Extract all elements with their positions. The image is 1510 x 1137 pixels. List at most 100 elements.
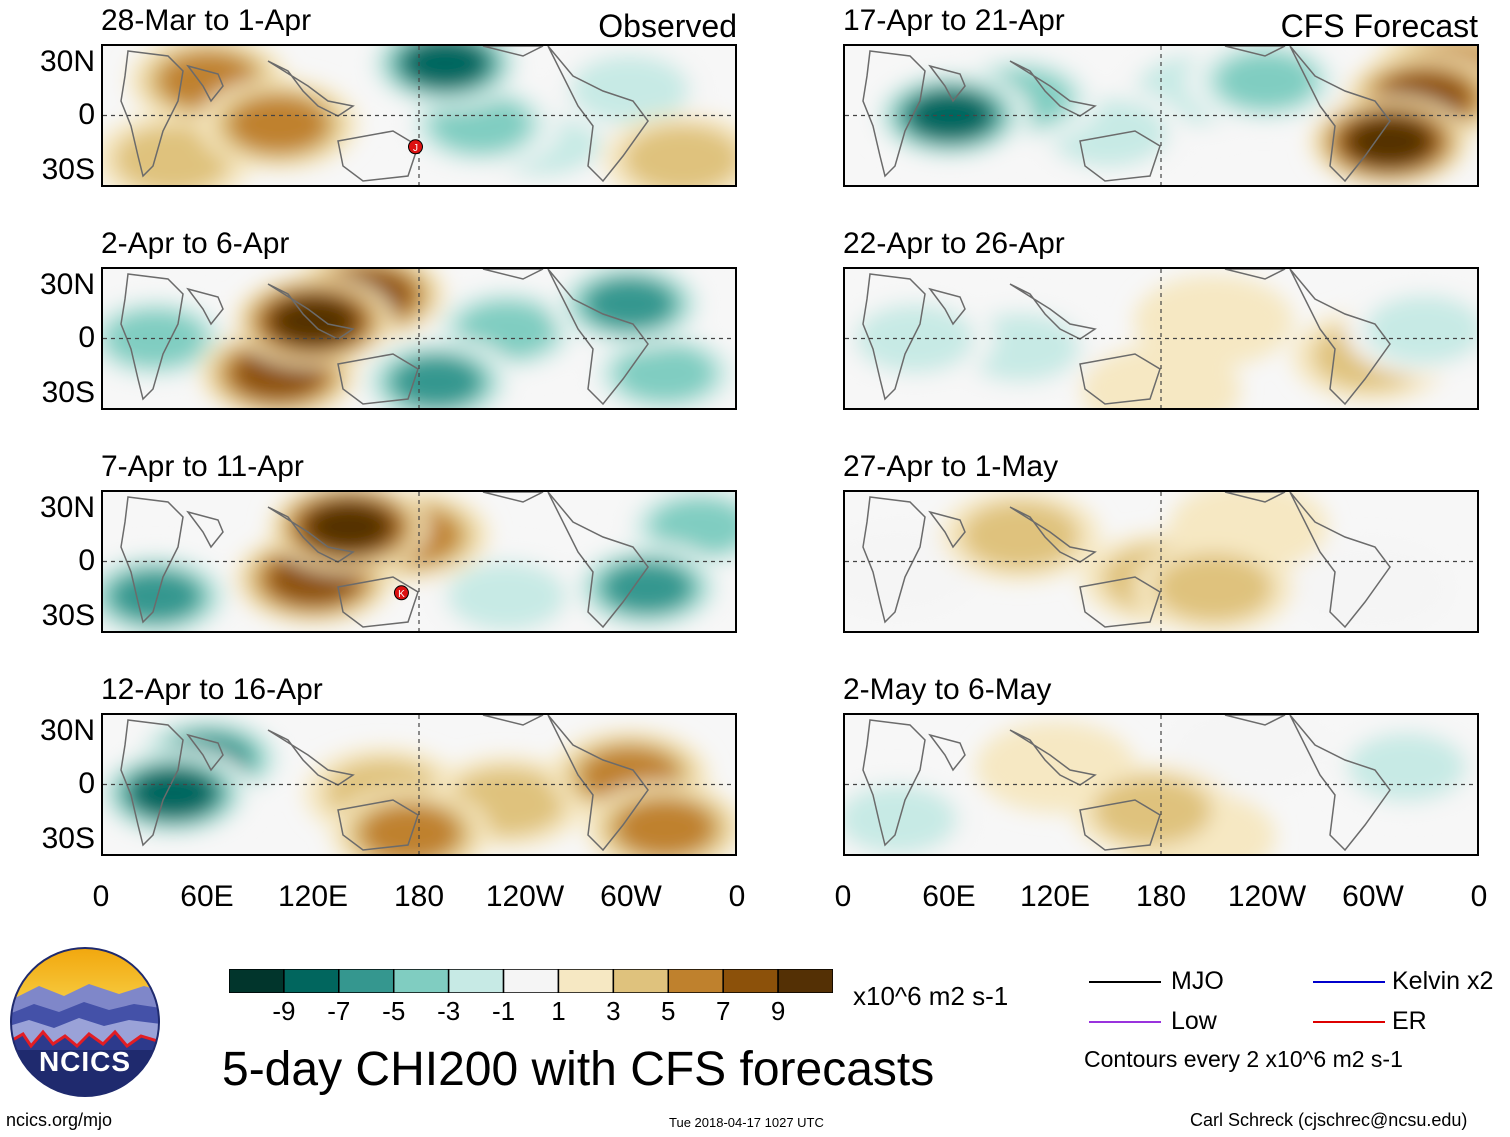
coastline-outline bbox=[1224, 715, 1286, 726]
anomaly-blob bbox=[110, 570, 201, 623]
anomaly-blob bbox=[114, 124, 233, 185]
contour-note: Contours every 2 x10^6 m2 s-1 bbox=[1084, 1046, 1403, 1072]
lat-tick-label: 30N bbox=[39, 45, 95, 78]
colorbar-tick-label: 9 bbox=[770, 996, 786, 1026]
map-panel: K bbox=[101, 490, 737, 633]
map-panel: J bbox=[101, 44, 737, 187]
map-panel bbox=[843, 713, 1479, 856]
colorbar-segment bbox=[502, 968, 560, 994]
panel-period-title: 12-Apr to 16-Apr bbox=[101, 673, 323, 706]
lon-tick-label: 120E bbox=[1019, 880, 1091, 913]
colorbar-segment bbox=[392, 968, 450, 994]
coastline-outline bbox=[928, 64, 966, 103]
storm-marker bbox=[393, 585, 409, 601]
lon-tick-label: 120W bbox=[1227, 880, 1307, 913]
coastline-outline bbox=[120, 496, 184, 624]
lat-tick-label: 30S bbox=[41, 153, 95, 186]
anomaly-field: J bbox=[103, 46, 735, 185]
map-panel bbox=[843, 267, 1479, 410]
lat-tick-label: 0 bbox=[78, 544, 95, 577]
footer-url: ncics.org/mjo bbox=[6, 1110, 113, 1130]
anomaly-blob bbox=[584, 277, 675, 330]
anomaly-blob bbox=[306, 502, 391, 551]
anomaly-field: K bbox=[103, 492, 735, 631]
coastline-outline bbox=[337, 799, 419, 851]
anomaly-blob bbox=[391, 355, 482, 408]
main-title: 5-day CHI200 with CFS forecasts bbox=[222, 1043, 935, 1096]
coastline-outline bbox=[1289, 715, 1391, 852]
colorbar-tick-label: 1 bbox=[551, 996, 566, 1026]
coastline-outline bbox=[186, 733, 224, 772]
lon-tick-label: 60W bbox=[1342, 880, 1404, 913]
anomaly-blob bbox=[1216, 51, 1317, 110]
coastline-outline bbox=[547, 46, 649, 183]
lon-tick-label: 0 bbox=[1470, 880, 1488, 913]
anomaly-blob bbox=[856, 304, 975, 373]
legend-line-kelvin bbox=[1313, 981, 1385, 983]
anomaly-field bbox=[103, 269, 735, 408]
colorbar-segment bbox=[283, 968, 340, 994]
ncics-logo: NCICS bbox=[9, 946, 161, 1098]
legend-label-mjo: MJO bbox=[1171, 967, 1224, 995]
colorbar-segment bbox=[447, 968, 505, 994]
coastline-outline bbox=[1079, 130, 1161, 182]
coastline-outline bbox=[547, 269, 649, 406]
coastline-outline bbox=[1079, 353, 1161, 405]
legend-label-low: Low bbox=[1171, 1007, 1217, 1035]
coastline-outline bbox=[547, 715, 649, 852]
coastline-outline bbox=[337, 130, 419, 182]
lat-tick-label: 30S bbox=[41, 822, 95, 855]
lat-tick-label: 30N bbox=[39, 268, 95, 301]
coastline-outline bbox=[120, 719, 184, 847]
lon-tick-label: 120E bbox=[277, 880, 349, 913]
colorbar-segment bbox=[228, 968, 285, 994]
legend-line-er bbox=[1313, 1021, 1385, 1023]
coastline-outline bbox=[1224, 46, 1286, 57]
map-panel bbox=[843, 44, 1479, 187]
coastline-outline bbox=[928, 287, 966, 326]
coastline-outline bbox=[1079, 799, 1161, 851]
coastline-outline bbox=[862, 273, 926, 401]
anomaly-blob bbox=[403, 46, 488, 88]
anomaly-blob bbox=[1133, 275, 1294, 368]
lon-tick-label: 60E bbox=[180, 880, 234, 913]
anomaly-blob bbox=[614, 344, 715, 403]
lat-tick-label: 0 bbox=[78, 767, 95, 800]
panel-period-title: 17-Apr to 21-Apr bbox=[843, 4, 1065, 37]
coastline-outline bbox=[186, 510, 224, 549]
coastline-outline bbox=[928, 510, 966, 549]
coastline-outline bbox=[1224, 269, 1286, 280]
anomaly-blob bbox=[1291, 541, 1452, 631]
anomaly-blob bbox=[447, 562, 566, 631]
lat-tick-label: 30N bbox=[39, 491, 95, 524]
lon-tick-label: 0 bbox=[834, 880, 852, 913]
lon-tick-label: 180 bbox=[393, 880, 445, 913]
panel-period-title: 2-Apr to 6-Apr bbox=[101, 227, 290, 260]
storm-marker-label: K bbox=[398, 589, 405, 600]
coastline-outline bbox=[120, 50, 184, 178]
colorbar-tick-label: 3 bbox=[606, 996, 621, 1026]
forecast-header: CFS Forecast bbox=[1280, 8, 1478, 44]
coastline-outline bbox=[928, 733, 966, 772]
lon-tick-label: 60W bbox=[600, 880, 662, 913]
colorbar bbox=[228, 968, 834, 994]
coastline-outline bbox=[186, 64, 224, 103]
coastline-outline bbox=[337, 576, 419, 628]
panel-period-title: 28-Mar to 1-Apr bbox=[101, 4, 312, 37]
colorbar-segment bbox=[557, 968, 615, 994]
legend-line-low bbox=[1089, 1021, 1161, 1023]
panel-period-title: 7-Apr to 11-Apr bbox=[101, 450, 304, 483]
map-panel bbox=[101, 267, 737, 410]
coastline-outline bbox=[862, 50, 926, 178]
lon-tick-label: 0 bbox=[92, 880, 110, 913]
colorbar-tick-label: -3 bbox=[437, 996, 461, 1026]
coastline-outline bbox=[120, 273, 184, 401]
colorbar-tick-label: -7 bbox=[327, 996, 351, 1026]
lon-tick-label: 0 bbox=[728, 880, 746, 913]
coastline-outline bbox=[1079, 576, 1161, 628]
legend-label-er: ER bbox=[1392, 1007, 1427, 1035]
anomaly-blob bbox=[1365, 295, 1477, 364]
anomaly-field bbox=[103, 715, 735, 854]
panel-period-title: 2-May to 6-May bbox=[843, 673, 1052, 706]
anomaly-blob bbox=[961, 501, 1080, 570]
